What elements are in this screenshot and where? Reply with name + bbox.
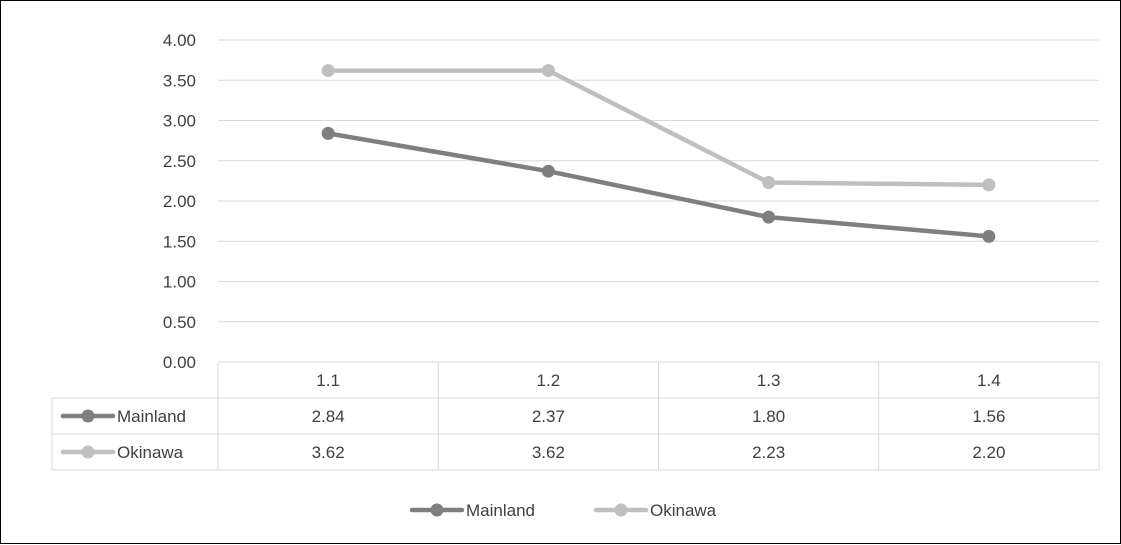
series-lines	[321, 64, 996, 243]
data-label: 2.37	[532, 407, 565, 426]
data-point-okinawa	[762, 175, 776, 189]
legend-marker-icon	[430, 503, 444, 517]
y-tick-label: 3.00	[163, 112, 196, 131]
table-series-name: Mainland	[117, 407, 186, 426]
data-point-mainland	[762, 210, 776, 224]
y-tick-label: 0.00	[163, 353, 196, 372]
data-point-mainland	[321, 126, 335, 140]
legend-label: Okinawa	[650, 501, 717, 520]
data-label: 3.62	[312, 443, 345, 462]
data-point-mainland	[541, 164, 555, 178]
table-series-name: Okinawa	[117, 443, 184, 462]
data-table: 1.1 1.2 1.3 1.4 Mainland 2.84 2.37 1.80 1.56 Okin…	[51, 361, 1100, 471]
series-line-mainland	[325, 131, 992, 239]
series-line-okinawa	[325, 68, 992, 188]
table-legend-key-marker	[81, 409, 95, 423]
data-point-okinawa	[982, 178, 996, 192]
legend-item-okinawa: Okinawa	[593, 501, 717, 520]
legend: Mainland Okinawa	[409, 501, 717, 520]
legend-marker-icon	[614, 503, 628, 517]
x-category-label: 1.2	[537, 371, 561, 390]
y-tick-label: 2.00	[163, 192, 196, 211]
y-tick-label: 2.50	[163, 152, 196, 171]
data-label: 2.84	[312, 407, 345, 426]
data-label: 1.56	[972, 407, 1005, 426]
y-tick-label: 1.50	[163, 232, 196, 251]
y-tick-label: 3.50	[163, 71, 196, 90]
data-point-okinawa	[541, 64, 555, 78]
data-point-okinawa	[321, 64, 335, 78]
legend-label: Mainland	[466, 501, 535, 520]
x-category-label: 1.1	[316, 371, 340, 390]
data-label: 2.20	[972, 443, 1005, 462]
table-legend-key-marker	[81, 445, 95, 459]
gridlines	[218, 39, 1099, 323]
data-point-mainland	[982, 229, 996, 243]
y-tick-label: 0.50	[163, 313, 196, 332]
x-category-label: 1.4	[977, 371, 1001, 390]
y-tick-label: 1.00	[163, 273, 196, 292]
data-label: 2.23	[752, 443, 785, 462]
data-label: 1.80	[752, 407, 785, 426]
y-axis-ticks: 0.00 0.50 1.00 1.50 2.00 2.50 3.00 3.50 4.00	[163, 31, 196, 372]
x-category-label: 1.3	[757, 371, 781, 390]
data-label: 3.62	[532, 443, 565, 462]
legend-item-mainland: Mainland	[409, 501, 535, 520]
y-tick-label: 4.00	[163, 31, 196, 50]
